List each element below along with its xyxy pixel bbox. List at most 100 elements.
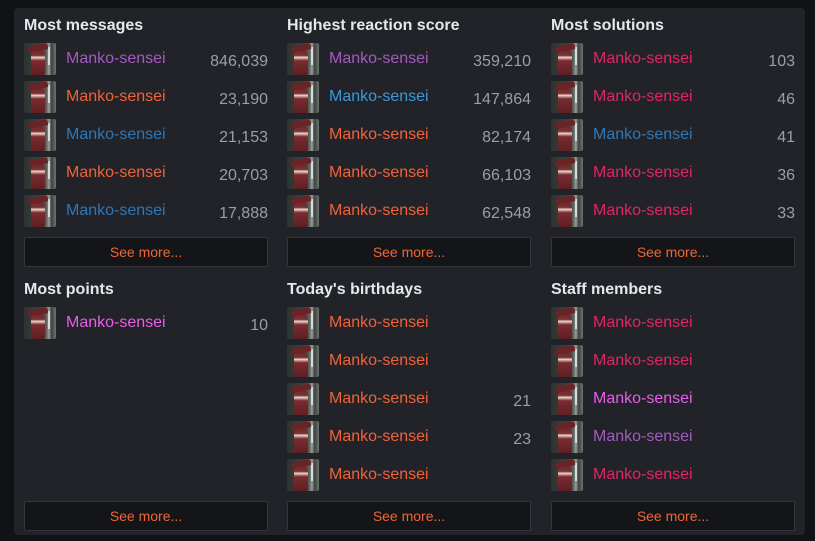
block-title: Most messages bbox=[24, 17, 144, 34]
username-link[interactable]: Manko-sensei bbox=[593, 428, 693, 445]
avatar[interactable] bbox=[287, 307, 319, 339]
list-item: Manko-sensei 103 bbox=[551, 40, 795, 78]
see-more-button[interactable]: See more... bbox=[24, 501, 268, 531]
block-most-points: Most points Manko-sensei 10 bbox=[24, 280, 268, 342]
stat-value: 33 bbox=[777, 205, 795, 222]
avatar[interactable] bbox=[287, 43, 319, 75]
username-link[interactable]: Manko-sensei bbox=[593, 390, 693, 407]
username-link[interactable]: Manko-sensei bbox=[66, 164, 166, 181]
list-item: Manko-sensei 23 bbox=[287, 418, 531, 456]
avatar[interactable] bbox=[551, 307, 583, 339]
username-link[interactable]: Manko-sensei bbox=[329, 88, 429, 105]
list-item: Manko-sensei 23,190 bbox=[24, 78, 268, 116]
avatar[interactable] bbox=[287, 383, 319, 415]
list-item: Manko-sensei bbox=[551, 456, 795, 494]
age-value: 23 bbox=[513, 431, 531, 448]
block-highest-reaction-score: Highest reaction score Manko-sensei 359,… bbox=[287, 16, 531, 230]
avatar[interactable] bbox=[24, 157, 56, 189]
avatar[interactable] bbox=[551, 81, 583, 113]
avatar[interactable] bbox=[551, 383, 583, 415]
username-link[interactable]: Manko-sensei bbox=[329, 466, 429, 483]
stat-value: 359,210 bbox=[473, 53, 531, 70]
avatar[interactable] bbox=[551, 459, 583, 491]
username-link[interactable]: Manko-sensei bbox=[66, 126, 166, 143]
avatar[interactable] bbox=[551, 119, 583, 151]
username-link[interactable]: Manko-sensei bbox=[593, 50, 693, 67]
username-link[interactable]: Manko-sensei bbox=[593, 314, 693, 331]
avatar[interactable] bbox=[551, 157, 583, 189]
username-link[interactable]: Manko-sensei bbox=[329, 50, 429, 67]
list-item: Manko-sensei bbox=[551, 380, 795, 418]
stat-value: 62,548 bbox=[482, 205, 531, 222]
list-item: Manko-sensei 36 bbox=[551, 154, 795, 192]
stat-value: 21,153 bbox=[219, 129, 268, 146]
stat-value: 82,174 bbox=[482, 129, 531, 146]
list-item: Manko-sensei bbox=[551, 418, 795, 456]
list-item: Manko-sensei 62,548 bbox=[287, 192, 531, 230]
username-link[interactable]: Manko-sensei bbox=[593, 466, 693, 483]
username-link[interactable]: Manko-sensei bbox=[329, 126, 429, 143]
username-link[interactable]: Manko-sensei bbox=[593, 352, 693, 369]
avatar[interactable] bbox=[287, 345, 319, 377]
stat-value: 10 bbox=[250, 317, 268, 334]
stat-value: 147,864 bbox=[473, 91, 531, 108]
avatar[interactable] bbox=[287, 459, 319, 491]
stat-value: 46 bbox=[777, 91, 795, 108]
avatar[interactable] bbox=[24, 195, 56, 227]
list-item: Manko-sensei 17,888 bbox=[24, 192, 268, 230]
avatar[interactable] bbox=[287, 157, 319, 189]
avatar[interactable] bbox=[551, 421, 583, 453]
username-link[interactable]: Manko-sensei bbox=[329, 314, 429, 331]
stat-value: 23,190 bbox=[219, 91, 268, 108]
list-item: Manko-sensei 21,153 bbox=[24, 116, 268, 154]
see-more-button[interactable]: See more... bbox=[24, 237, 268, 267]
avatar[interactable] bbox=[287, 421, 319, 453]
username-link[interactable]: Manko-sensei bbox=[593, 88, 693, 105]
list-item: Manko-sensei 33 bbox=[551, 192, 795, 230]
username-link[interactable]: Manko-sensei bbox=[329, 428, 429, 445]
block-title: Most points bbox=[24, 281, 114, 298]
age-value: 21 bbox=[513, 393, 531, 410]
stat-value: 41 bbox=[777, 129, 795, 146]
avatar[interactable] bbox=[551, 195, 583, 227]
list-item: Manko-sensei 66,103 bbox=[287, 154, 531, 192]
username-link[interactable]: Manko-sensei bbox=[66, 50, 166, 67]
username-link[interactable]: Manko-sensei bbox=[66, 314, 166, 331]
stat-value: 20,703 bbox=[219, 167, 268, 184]
block-title: Highest reaction score bbox=[287, 17, 460, 34]
block-title: Most solutions bbox=[551, 17, 664, 34]
avatar[interactable] bbox=[287, 81, 319, 113]
see-more-button[interactable]: See more... bbox=[551, 501, 795, 531]
avatar[interactable] bbox=[551, 345, 583, 377]
list-item: Manko-sensei 21 bbox=[287, 380, 531, 418]
username-link[interactable]: Manko-sensei bbox=[593, 202, 693, 219]
see-more-button[interactable]: See more... bbox=[287, 237, 531, 267]
avatar[interactable] bbox=[24, 119, 56, 151]
username-link[interactable]: Manko-sensei bbox=[593, 126, 693, 143]
username-link[interactable]: Manko-sensei bbox=[329, 164, 429, 181]
list-item: Manko-sensei bbox=[287, 342, 531, 380]
avatar[interactable] bbox=[24, 43, 56, 75]
member-stats-panel: Most messages Manko-sensei 846,039 Manko… bbox=[14, 8, 805, 535]
username-link[interactable]: Manko-sensei bbox=[66, 88, 166, 105]
see-more-button[interactable]: See more... bbox=[287, 501, 531, 531]
username-link[interactable]: Manko-sensei bbox=[66, 202, 166, 219]
list-item: Manko-sensei 41 bbox=[551, 116, 795, 154]
avatar[interactable] bbox=[551, 43, 583, 75]
avatar[interactable] bbox=[287, 195, 319, 227]
username-link[interactable]: Manko-sensei bbox=[329, 202, 429, 219]
avatar[interactable] bbox=[24, 307, 56, 339]
stat-value: 36 bbox=[777, 167, 795, 184]
list-item: Manko-sensei 359,210 bbox=[287, 40, 531, 78]
list-item: Manko-sensei 82,174 bbox=[287, 116, 531, 154]
block-todays-birthdays: Today's birthdays Manko-sensei Manko-sen… bbox=[287, 280, 531, 494]
list-item: Manko-sensei bbox=[287, 304, 531, 342]
stat-value: 103 bbox=[768, 53, 795, 70]
avatar[interactable] bbox=[287, 119, 319, 151]
username-link[interactable]: Manko-sensei bbox=[593, 164, 693, 181]
see-more-button[interactable]: See more... bbox=[551, 237, 795, 267]
username-link[interactable]: Manko-sensei bbox=[329, 352, 429, 369]
list-item: Manko-sensei 846,039 bbox=[24, 40, 268, 78]
avatar[interactable] bbox=[24, 81, 56, 113]
username-link[interactable]: Manko-sensei bbox=[329, 390, 429, 407]
